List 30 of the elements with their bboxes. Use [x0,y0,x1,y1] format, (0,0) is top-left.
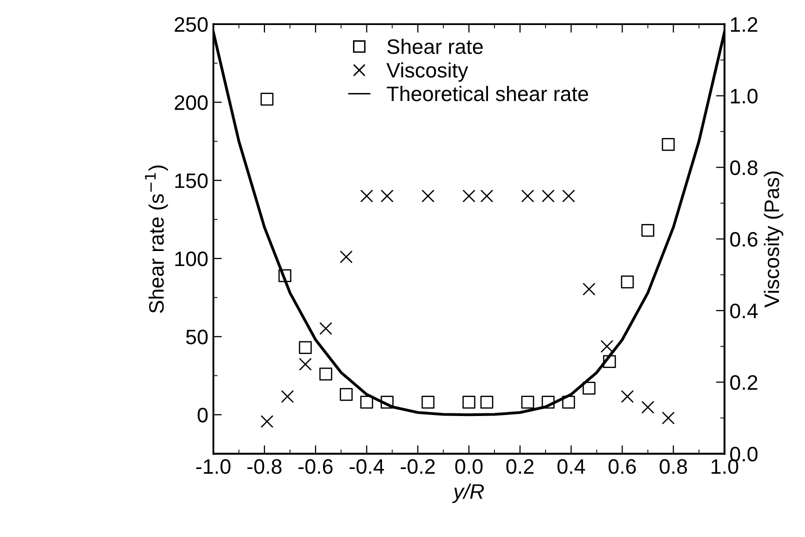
y-tick-label: 100 [175,251,208,266]
y-axis-title: Shear rate (s$^{−1}$) [145,166,168,313]
x-tick-label: -0.2 [400,459,435,474]
y2-axis-title: Viscosity (Pas) [764,172,784,308]
y-tick-label: 0 [198,408,208,422]
y2-tick-label: 0.2 [730,375,758,390]
x-tick-label: -0.8 [247,459,282,474]
y2-tick-label: 0.8 [730,160,758,176]
y2-tick-label: 0.6 [730,232,758,247]
x-tick-label: 0.8 [660,459,687,474]
y2-tick-label: 0.0 [730,446,758,462]
y2-tick-label: 1.0 [730,88,758,104]
x-tick-label: -0.4 [350,459,384,474]
x-tick-label: 0.2 [506,459,534,474]
y2-tick-label: 0.4 [730,304,758,318]
x-tick-label: 0.4 [557,459,586,474]
x-tick-label: -0.6 [298,459,333,474]
legend-label: Theoretical shear rate [386,86,588,102]
x-axis-title: y/R [452,484,484,504]
x-tick-label: 0.6 [608,459,636,474]
x-tick-label: 0.0 [455,459,483,474]
y-tick-label: 150 [175,173,208,188]
x-tick-label: -1.0 [196,459,230,474]
legend-label: Viscosity [386,62,468,82]
y-tick-label: 250 [174,17,208,32]
x-tick-label: 1.0 [712,459,738,474]
y2-tick-label: 1.2 [730,17,758,32]
y-tick-label: 200 [174,95,208,110]
legend-label: Shear rate [387,38,483,54]
y-tick-label: 50 [186,330,208,344]
